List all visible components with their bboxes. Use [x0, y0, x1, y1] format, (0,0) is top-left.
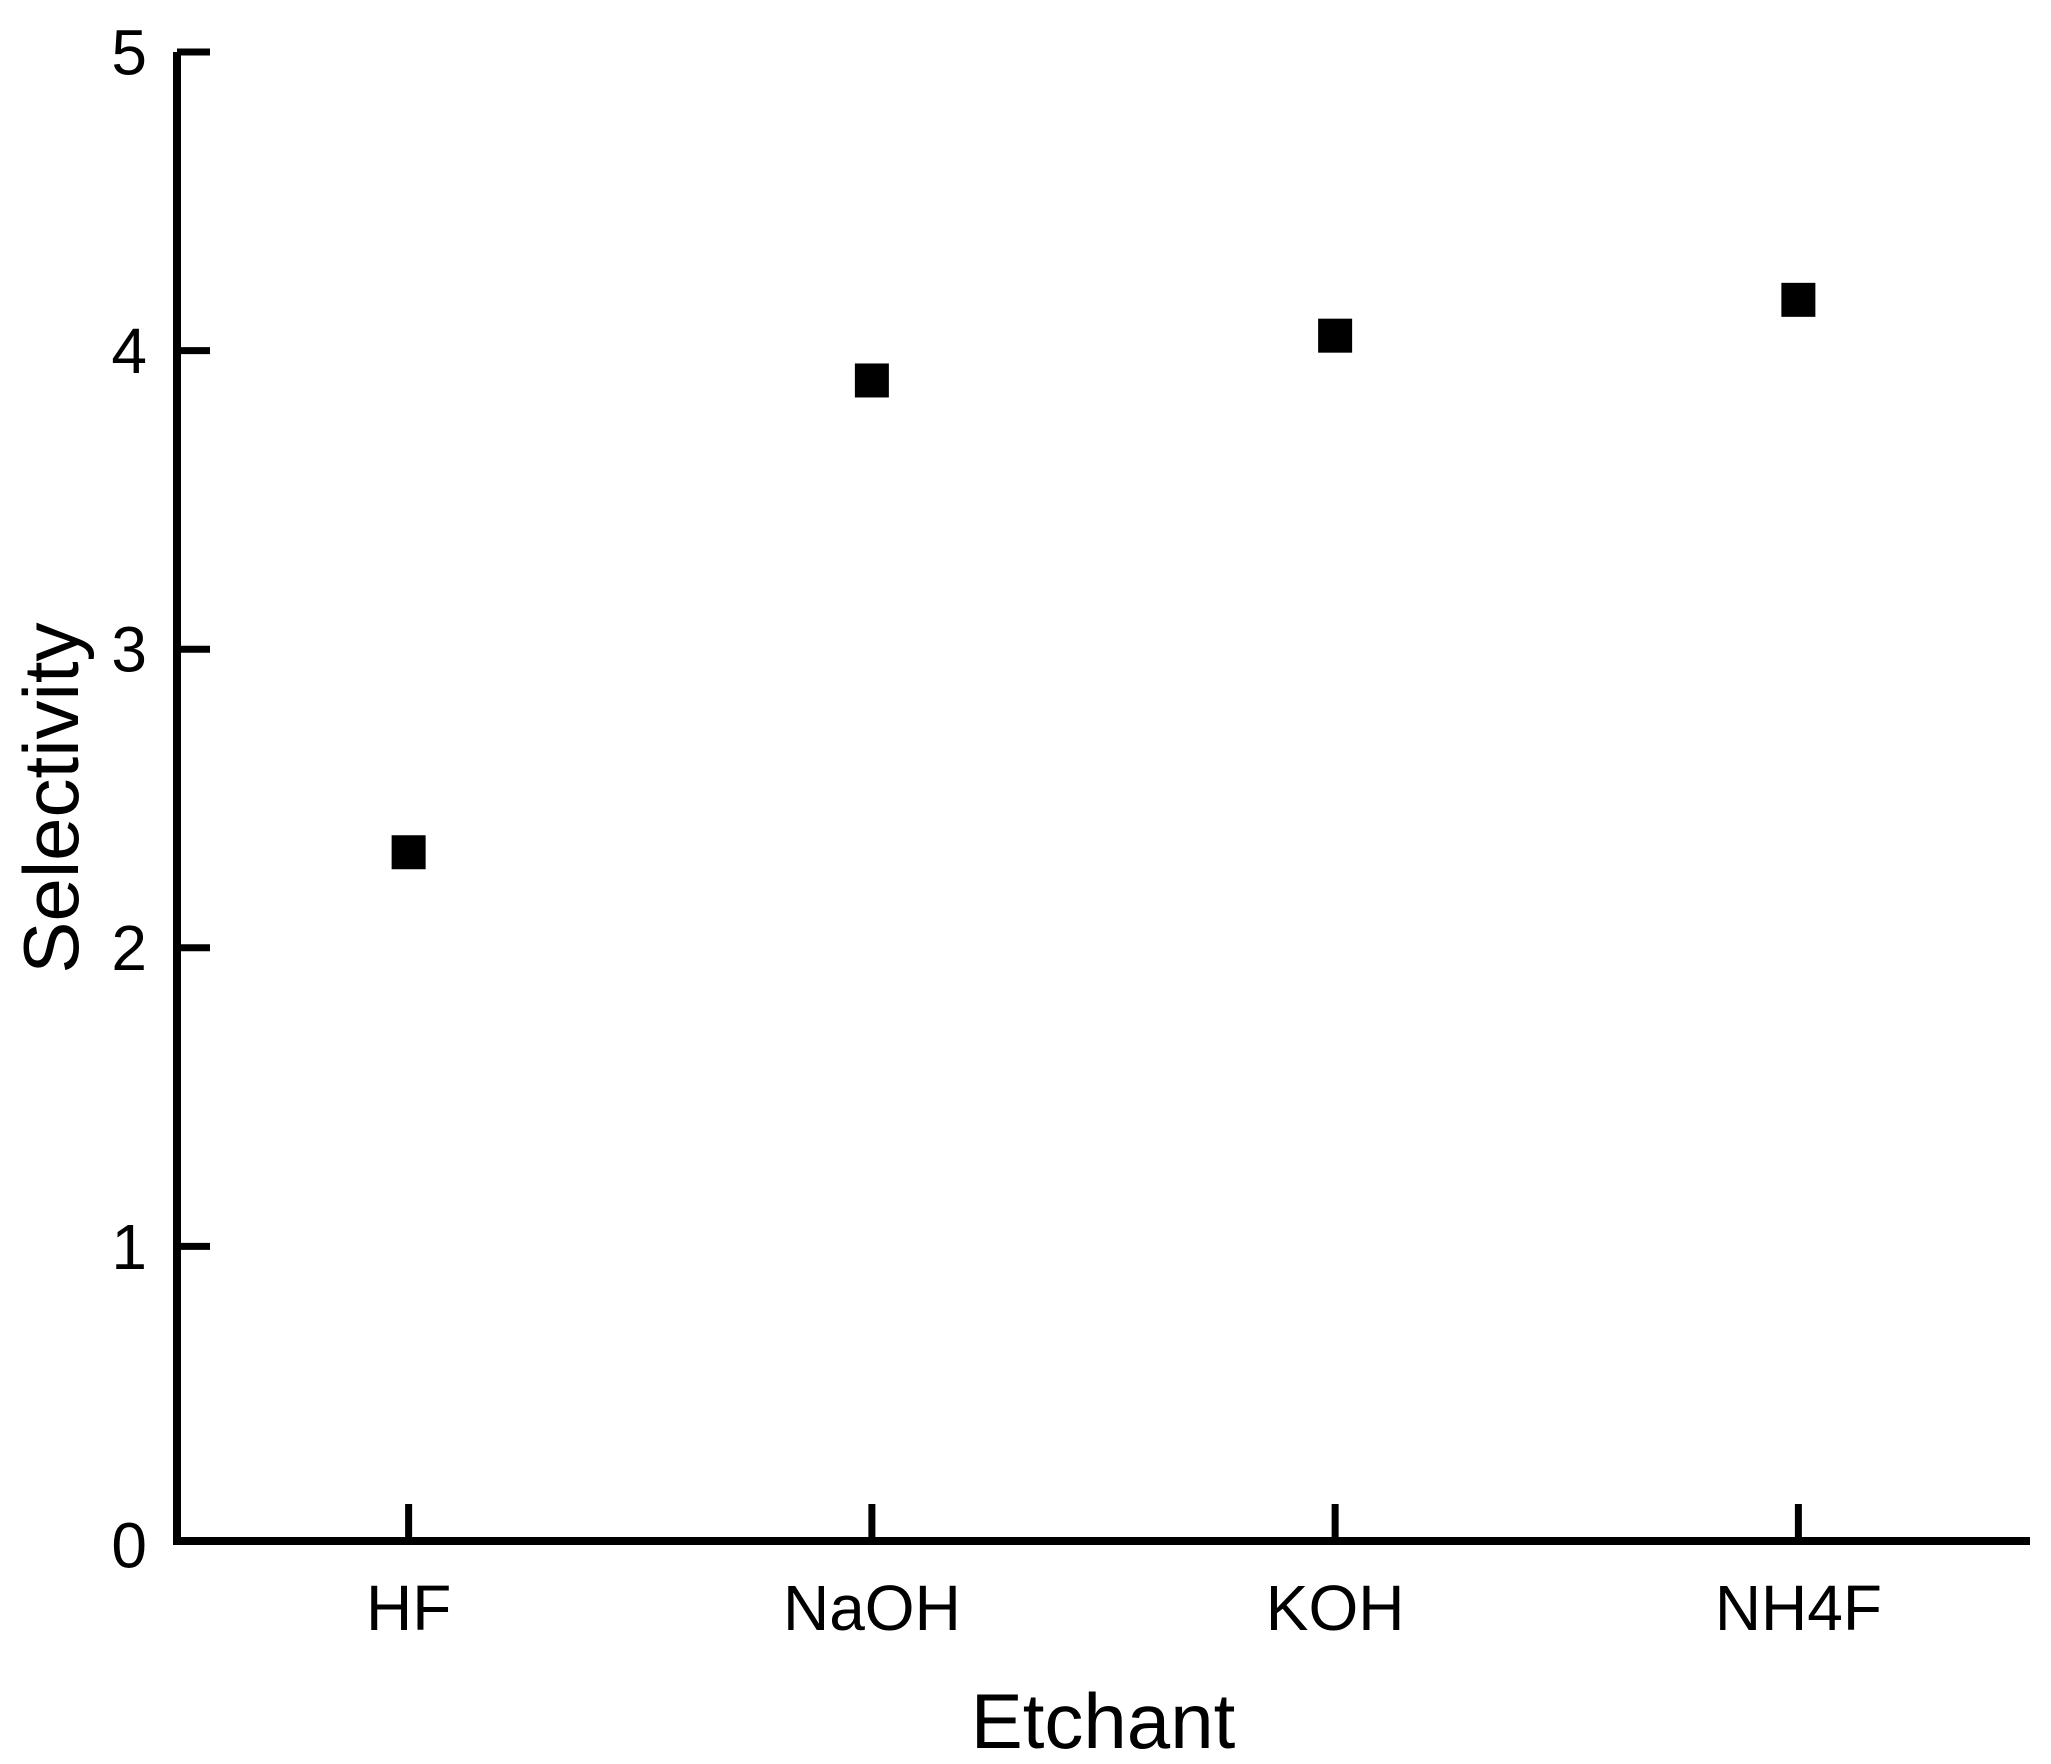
- y-tick-label: 5: [111, 16, 147, 88]
- y-tick-label: 3: [111, 614, 147, 686]
- data-point-NH4F: [1781, 282, 1816, 317]
- y-tick-label: 0: [111, 1509, 147, 1581]
- axis-spine: [173, 52, 2030, 1545]
- ticks-layer: [177, 48, 1802, 1537]
- data-points-layer: [391, 282, 1816, 870]
- data-point-NaOH: [854, 363, 889, 398]
- y-tick-label: 2: [111, 912, 147, 984]
- y-tick-label: 1: [111, 1211, 147, 1283]
- x-axis-title: Etchant: [971, 1677, 1236, 1764]
- data-point-HF: [391, 835, 426, 870]
- tick-labels-layer: 0 1 2 3 4 5 HF NaOH KOH NH4F: [111, 16, 1882, 1644]
- data-point-KOH: [1318, 318, 1353, 353]
- x-tick-label: NH4F: [1715, 1572, 1882, 1644]
- x-tick-label: KOH: [1266, 1572, 1405, 1644]
- axes-layer: [173, 52, 2030, 1545]
- x-tick-label: HF: [366, 1572, 451, 1644]
- y-tick-label: 4: [111, 315, 147, 387]
- x-tick-label: NaOH: [783, 1572, 961, 1644]
- y-axis-title: Selectivity: [7, 622, 95, 973]
